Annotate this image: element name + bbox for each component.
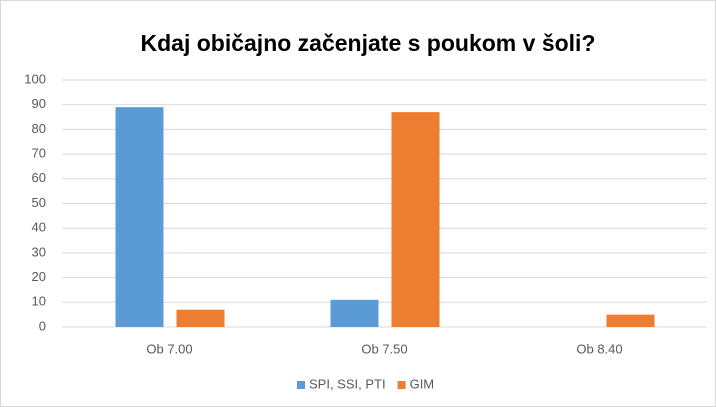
bar	[606, 314, 655, 327]
x-tick-label: Ob 8.40	[576, 341, 622, 356]
y-tick-label: 10	[32, 294, 46, 309]
y-tick-label: 40	[32, 220, 46, 235]
y-tick-label: 30	[32, 244, 46, 259]
bar	[115, 107, 164, 327]
y-tick-label: 70	[32, 146, 46, 161]
y-tick-label: 80	[32, 121, 46, 136]
y-tick-label: 100	[24, 71, 46, 86]
x-tick-label: Ob 7.50	[361, 341, 407, 356]
bar	[330, 299, 379, 327]
legend-label: GIM	[410, 376, 435, 391]
bar	[176, 309, 225, 327]
y-tick-label: 60	[32, 170, 46, 185]
y-tick-label: 90	[32, 96, 46, 111]
chart-title: Kdaj običajno začenjate s poukom v šoli?	[141, 30, 596, 56]
bar	[391, 112, 440, 327]
y-tick-label: 20	[32, 269, 46, 284]
x-tick-label: Ob 7.00	[146, 341, 192, 356]
legend-label: SPI, SSI, PTI	[309, 376, 386, 391]
y-tick-label: 0	[39, 318, 46, 333]
legend-swatch	[397, 381, 406, 389]
y-tick-label: 50	[32, 195, 46, 210]
legend-swatch	[297, 381, 305, 389]
